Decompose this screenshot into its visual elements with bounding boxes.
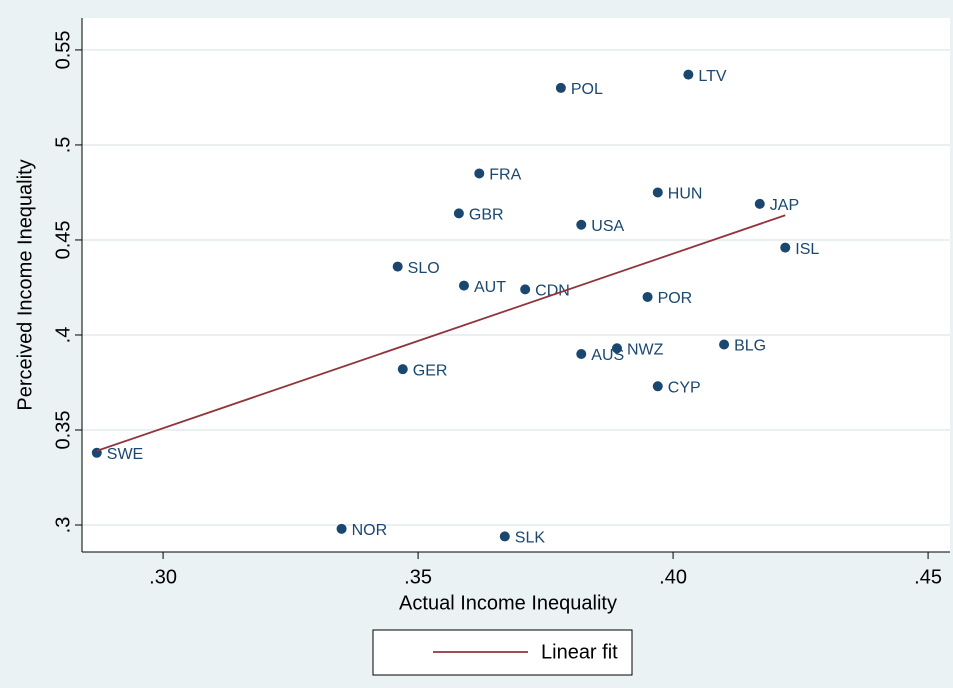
- point: [611, 343, 622, 354]
- point-label: AUT: [474, 279, 506, 296]
- point-label: NOR: [352, 522, 388, 539]
- point: [499, 531, 510, 542]
- x-tick-label: .30: [149, 566, 177, 588]
- y-tick-label: .5: [52, 137, 74, 154]
- point-label: GER: [413, 362, 448, 379]
- point-label: CYP: [668, 380, 701, 397]
- point: [652, 381, 663, 392]
- point-label: SWE: [107, 446, 143, 463]
- point-label: SLO: [408, 260, 440, 277]
- point-label: JAP: [770, 197, 799, 214]
- point-label: ISL: [795, 241, 819, 258]
- point: [652, 187, 663, 198]
- point: [555, 82, 566, 93]
- point-label: BLG: [734, 338, 766, 355]
- y-tick-label: 0.35: [52, 411, 74, 450]
- x-tick-label: .35: [404, 566, 432, 588]
- point-label: SLK: [515, 530, 546, 547]
- point: [474, 168, 485, 179]
- point-label: LTV: [698, 68, 726, 85]
- point-label: POR: [658, 290, 693, 307]
- point: [458, 280, 469, 291]
- point: [754, 198, 765, 209]
- y-tick-label: .3: [52, 517, 74, 534]
- point: [397, 364, 408, 375]
- point: [780, 242, 791, 253]
- point-label: USA: [591, 218, 624, 235]
- x-axis-title: Actual Income Inequality: [399, 592, 617, 614]
- y-tick-label: 0.55: [52, 30, 74, 69]
- fit-line: [96, 214, 786, 452]
- point: [392, 261, 403, 272]
- plot-area: [82, 18, 950, 552]
- point: [683, 69, 694, 80]
- y-axis-title: Perceived Income Inequality: [14, 159, 36, 410]
- point: [576, 219, 587, 230]
- point: [453, 208, 464, 219]
- point-label: NWZ: [627, 342, 664, 359]
- point-label: HUN: [668, 186, 703, 203]
- x-tick-label: .40: [659, 566, 687, 588]
- point: [520, 284, 531, 295]
- x-tick-label: .45: [914, 566, 942, 588]
- point: [576, 348, 587, 359]
- y-tick-label: .4: [52, 327, 74, 344]
- point-label: POL: [571, 81, 603, 98]
- point-label: FRA: [489, 167, 521, 184]
- point-label: GBR: [469, 207, 504, 224]
- point: [336, 523, 347, 534]
- y-tick-label: 0.45: [52, 220, 74, 259]
- point: [719, 339, 730, 350]
- legend-label: Linear fit: [541, 641, 618, 663]
- point: [642, 291, 653, 302]
- point-label: CDN: [535, 283, 570, 300]
